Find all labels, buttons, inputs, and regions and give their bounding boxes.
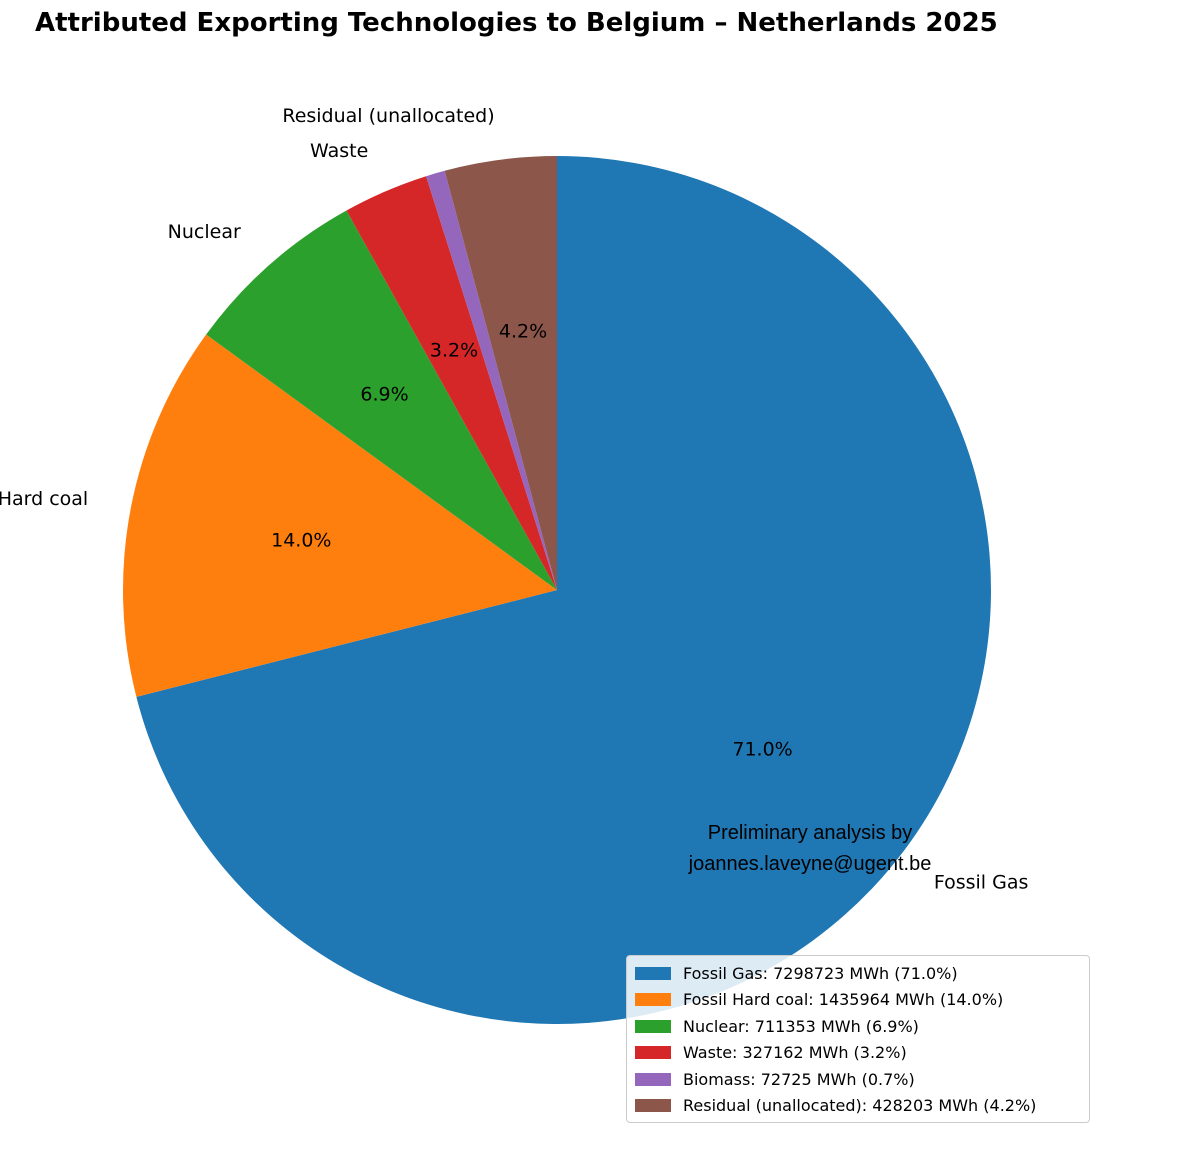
pie-slice-waste [346,176,557,590]
legend-item: Fossil Gas: 7298723 MWh (71.0%) [635,960,1081,987]
legend-label: Nuclear: 711353 MWh (6.9%) [683,1016,919,1036]
annotation-line-1: Preliminary analysis by [707,822,913,844]
percent-label: 3.2% [430,339,478,361]
legend-swatch [635,1072,671,1086]
legend-swatch [635,966,671,980]
legend-swatch [635,1099,671,1113]
chart-legend: Fossil Gas: 7298723 MWh (71.0%) Fossil Ha… [626,955,1090,1123]
slice-label: Waste [310,140,368,162]
legend-swatch [635,993,671,1007]
pie-slice-fossil-gas [136,156,992,1025]
legend-label: Fossil Gas: 7298723 MWh (71.0%) [683,963,958,983]
slice-label: Fossil Gas [934,872,1029,894]
legend-item: Residual (unallocated): 428203 MWh (4.2%… [635,1093,1081,1120]
slice-label: Residual (unallocated) [282,105,494,127]
legend-item: Waste: 327162 MWh (3.2%) [635,1040,1081,1067]
percent-label: 14.0% [271,529,331,551]
legend-item: Nuclear: 711353 MWh (6.9%) [635,1013,1081,1040]
slice-label: Nuclear [168,221,241,243]
percent-label: 6.9% [360,383,408,405]
author-annotation: Preliminary analysis by joannes.laveyne@… [660,818,960,880]
pie-slice-nuclear [206,210,557,590]
legend-label: Fossil Hard coal: 1435964 MWh (14.0%) [683,990,1004,1010]
pie-slice-biomass [426,170,557,591]
legend-label: Residual (unallocated): 428203 MWh (4.2%… [683,1096,1037,1116]
percent-label: 4.2% [499,320,547,342]
percent-label: 71.0% [732,738,792,760]
pie-slice-fossil-hard-coal [123,334,557,697]
annotation-line-2: joannes.laveyne@ugent.be [688,853,932,875]
legend-swatch [635,1019,671,1033]
legend-label: Waste: 327162 MWh (3.2%) [683,1043,907,1063]
legend-item: Biomass: 72725 MWh (0.7%) [635,1066,1081,1093]
chart-title: Attributed Exporting Technologies to Bel… [35,8,998,38]
legend-swatch [635,1046,671,1060]
slice-label: Fossil Hard coal [0,488,88,510]
pie-slice-residual-unallocated [444,156,557,590]
legend-label: Biomass: 72725 MWh (0.7%) [683,1069,915,1089]
legend-item: Fossil Hard coal: 1435964 MWh (14.0%) [635,987,1081,1014]
